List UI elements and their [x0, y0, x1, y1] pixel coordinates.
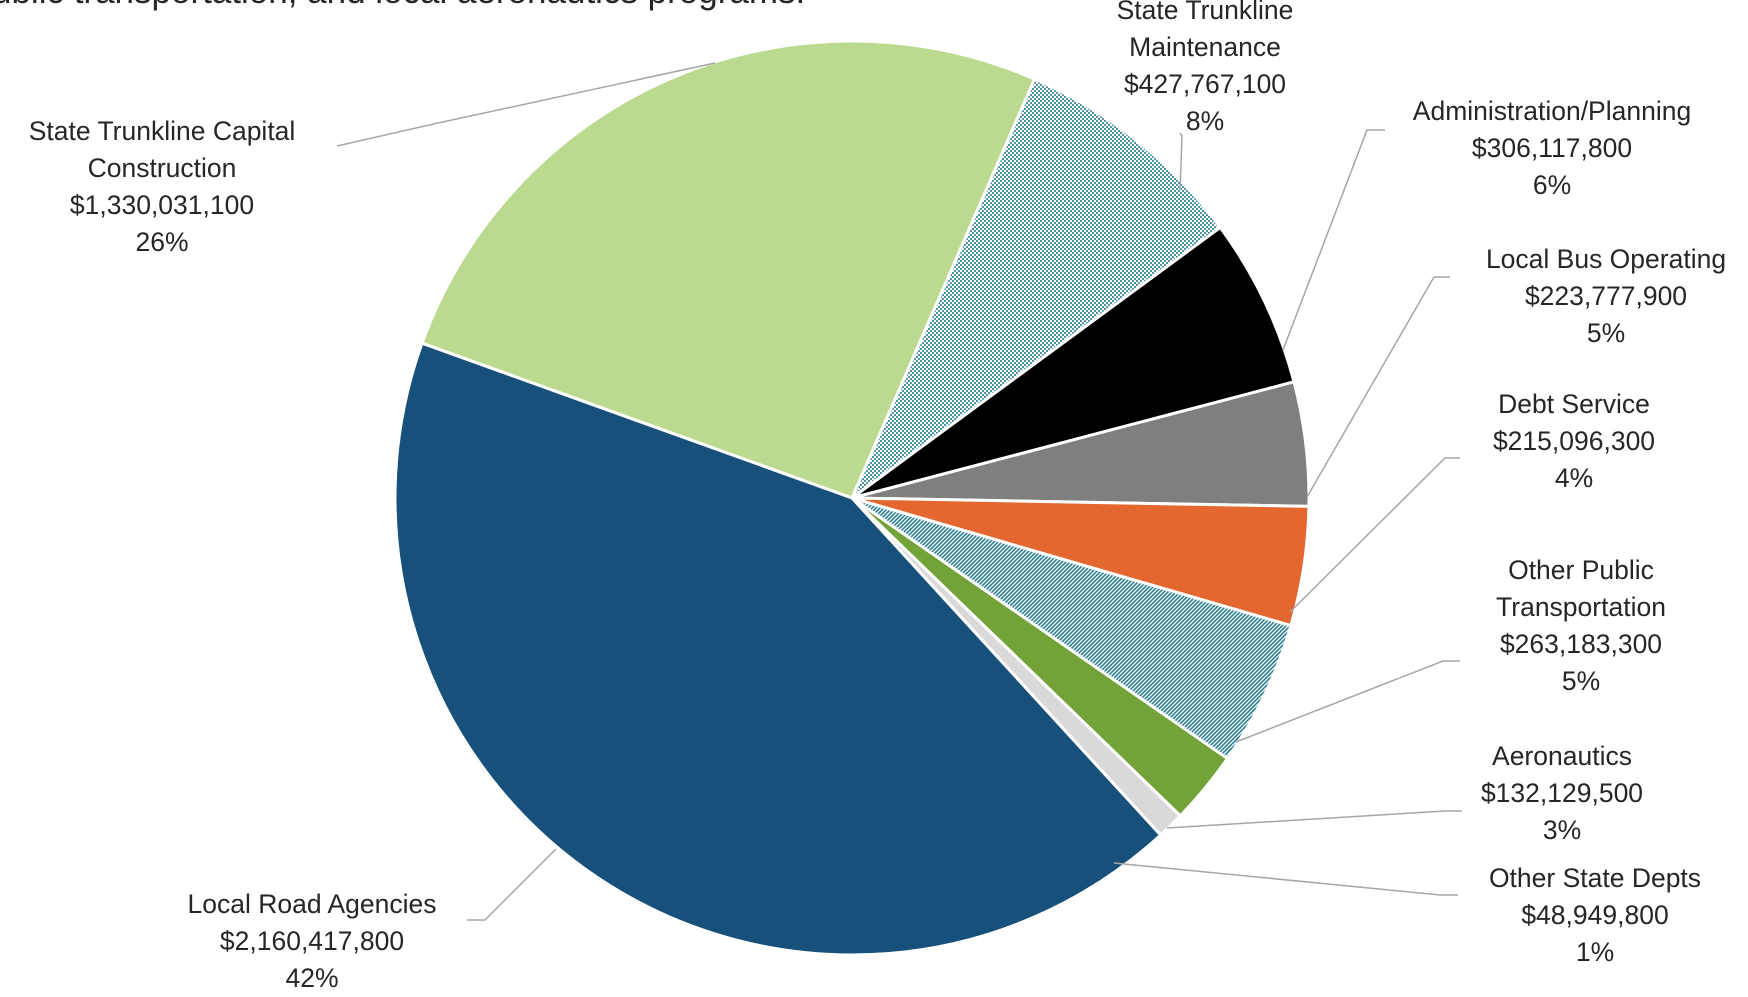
slice-percent-label: 6% — [1533, 170, 1571, 200]
pie-slice-1 — [850, 77, 1222, 500]
slice-label-line: Other Public — [1508, 555, 1654, 585]
chart-title: ublic transportation, and local aeronaut… — [0, 0, 805, 12]
slice-label-line: Local Road Agencies — [188, 889, 437, 919]
slice-label-line: Other State Depts — [1489, 863, 1701, 893]
slice-percent-label: 4% — [1555, 463, 1593, 493]
slice-percent-label: 3% — [1543, 815, 1581, 845]
slice-label-line: Construction — [88, 153, 237, 183]
slice-label-6: Aeronautics $132,129,500 3% — [1481, 741, 1643, 845]
slice-label-3: Local Bus Operating $223,777,900 5% — [1486, 244, 1726, 348]
slice-value-label: $2,160,417,800 — [220, 926, 404, 956]
slice-label-7: Other State Depts $48,949,800 1% — [1489, 863, 1701, 967]
slice-percent-label: 5% — [1587, 318, 1625, 348]
leader-line-0 — [336, 62, 716, 147]
leader-line-2 — [1282, 129, 1385, 351]
slice-label-line: Aeronautics — [1492, 741, 1632, 771]
leader-line-8 — [467, 848, 557, 921]
slice-label-line: Transportation — [1496, 592, 1666, 622]
slice-value-label: $306,117,800 — [1472, 133, 1632, 163]
pie-slice-8 — [393, 341, 1163, 957]
leader-line-1 — [1179, 132, 1183, 191]
leader-line-7 — [1113, 862, 1458, 896]
slice-label-line: Debt Service — [1498, 389, 1650, 419]
slice-label-4: Debt Service $215,096,300 4% — [1493, 389, 1655, 493]
slice-value-label: $132,129,500 — [1481, 778, 1643, 808]
slice-value-label: $48,949,800 — [1521, 900, 1668, 930]
slice-label-8: Local Road Agencies $2,160,417,800 42% — [188, 889, 437, 993]
slice-label-line: Maintenance — [1129, 32, 1281, 62]
slice-value-label: $427,767,100 — [1124, 69, 1286, 99]
slice-value-label: $1,330,031,100 — [70, 190, 254, 220]
slice-label-line: Local Bus Operating — [1486, 244, 1726, 274]
pie-slice-5 — [850, 496, 1293, 761]
slice-label-0: State Trunkline Capital Construction $1,33… — [29, 116, 296, 257]
leader-line-3 — [1306, 276, 1450, 498]
slice-value-label: $263,183,300 — [1500, 629, 1662, 659]
slice-percent-label: 8% — [1186, 106, 1224, 136]
slice-value-label: $223,777,900 — [1525, 281, 1687, 311]
slice-label-line: State Trunkline Capital — [29, 116, 296, 146]
slice-label-5: Other Public Transportation $263,183,300 5% — [1496, 555, 1666, 696]
slice-percent-label: 1% — [1576, 937, 1614, 967]
slice-value-label: $215,096,300 — [1493, 426, 1655, 456]
slice-label-2: Administration/Planning $306,117,800 6% — [1413, 96, 1691, 200]
slice-percent-label: 5% — [1562, 666, 1600, 696]
slice-percent-label: 26% — [135, 227, 188, 257]
slice-percent-label: 42% — [285, 963, 338, 993]
pie-slice-2 — [850, 225, 1296, 500]
leader-line-4 — [1289, 457, 1460, 613]
slice-label-1: State Trunkline Maintenance $427,767,100 8% — [1117, 0, 1294, 136]
slice-label-line: Administration/Planning — [1413, 96, 1691, 126]
leader-line-5 — [1235, 660, 1460, 743]
leader-line-6 — [1166, 810, 1462, 829]
slice-label-line: State Trunkline — [1117, 0, 1294, 25]
pie-slice-0 — [420, 39, 1037, 500]
